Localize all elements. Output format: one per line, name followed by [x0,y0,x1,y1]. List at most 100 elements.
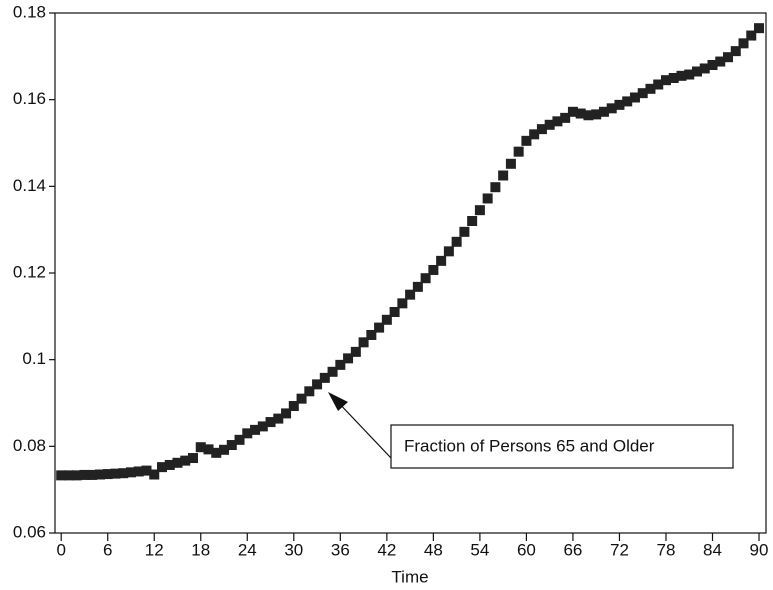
x-tick-label: 90 [750,540,769,559]
marker [412,281,423,292]
marker [56,470,67,481]
marker [436,255,447,266]
y-tick-label: 0.1 [22,349,46,368]
marker [544,119,555,130]
marker [428,264,439,275]
marker [653,79,664,90]
marker [505,158,516,169]
marker [560,112,571,123]
marker [94,469,105,480]
marker [381,314,392,325]
marker [482,193,493,204]
marker [79,469,90,480]
marker [598,106,609,117]
annotation-text: Fraction of Persons 65 and Older [404,436,655,455]
marker [397,298,408,309]
marker [474,205,485,216]
marker [389,307,400,317]
marker [443,246,454,257]
y-tick-label: 0.06 [13,522,46,541]
marker [405,289,416,300]
x-tick-label: 30 [284,540,303,559]
marker [156,462,167,473]
marker [723,52,734,63]
marker [536,124,547,135]
marker [203,444,214,455]
marker [141,465,152,476]
x-tick-label: 78 [657,540,676,559]
marker [133,466,144,477]
marker [730,46,741,57]
y-tick-label: 0.16 [13,89,46,108]
marker [102,469,113,480]
marker [63,470,74,481]
marker [350,346,361,357]
marker [296,393,307,404]
marker [110,468,121,479]
marker [304,386,315,397]
marker [125,467,136,478]
x-tick-label: 48 [424,540,443,559]
marker [288,401,299,412]
marker [257,421,268,432]
marker [754,23,765,34]
marker [219,444,230,455]
y-tick-label: 0.12 [13,262,46,281]
x-tick-label: 36 [331,540,350,559]
x-tick-label: 18 [191,540,210,559]
marker [715,56,726,67]
x-axis-label: Time [391,567,428,586]
marker [676,70,687,81]
marker [242,428,253,439]
marker [327,366,338,377]
marker [467,216,478,226]
marker [273,413,284,424]
marker [684,69,695,80]
marker [606,103,617,114]
marker [226,440,237,451]
marker [490,182,501,193]
marker [691,66,702,77]
marker [335,359,346,370]
marker [498,170,509,181]
marker [265,417,276,428]
marker [172,457,183,468]
x-tick-label: 24 [238,540,257,559]
marker [180,455,191,466]
marker [738,38,749,49]
marker [366,329,377,340]
marker [374,322,385,333]
marker [188,453,199,464]
marker [746,30,757,41]
x-tick-label: 54 [470,540,489,559]
marker [319,372,330,383]
x-tick-label: 6 [103,540,112,559]
x-tick-label: 0 [56,540,65,559]
marker [660,75,671,86]
marker [250,424,261,435]
y-tick-label: 0.18 [13,2,46,21]
annotation-arrowhead [328,392,348,411]
marker [629,92,640,103]
marker [583,110,594,121]
y-tick-label: 0.14 [13,176,46,195]
x-tick-label: 60 [517,540,536,559]
marker [234,434,245,445]
marker [699,63,710,74]
marker [343,353,354,364]
marker [575,108,586,119]
marker [637,88,648,99]
marker [552,116,563,127]
marker [420,273,431,284]
marker [195,442,206,453]
marker [521,135,532,146]
marker [529,129,540,140]
y-tick-label: 0.08 [13,436,46,455]
marker [164,459,175,470]
marker [622,96,633,107]
marker [459,226,470,237]
x-tick-label: 66 [563,540,582,559]
marker [118,468,129,479]
annotation-arrow-line [334,398,392,459]
marker [513,146,524,157]
